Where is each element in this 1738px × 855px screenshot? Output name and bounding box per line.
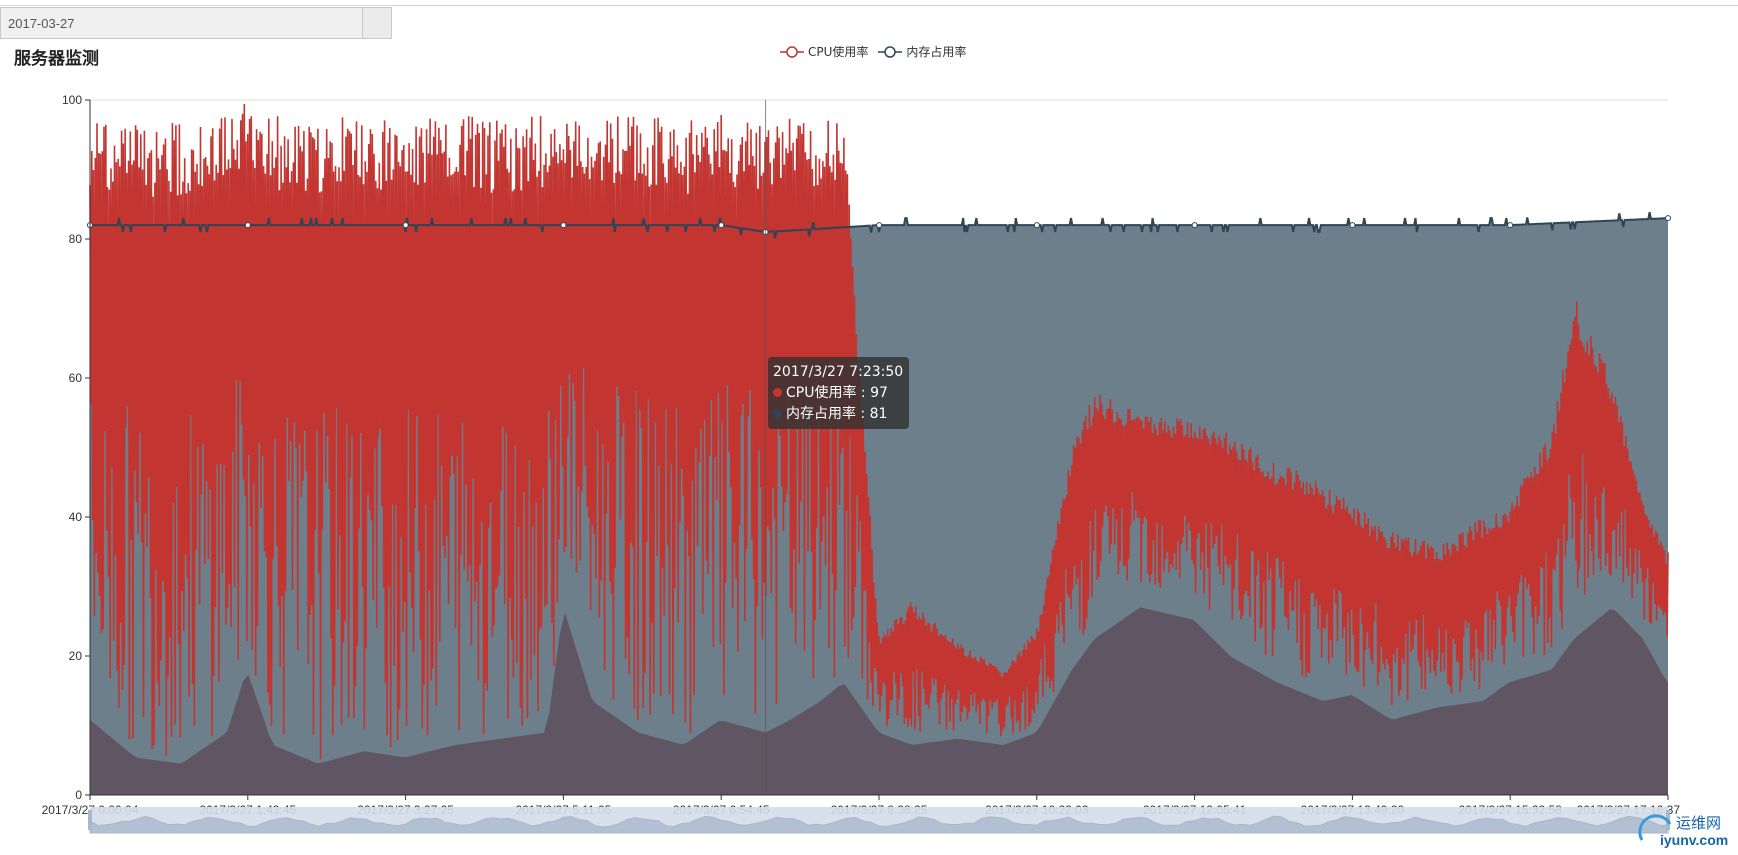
memory-point-10: [1507, 222, 1514, 229]
date-picker[interactable]: 2017-03-27: [0, 7, 392, 39]
tooltip-cpu-value: CPU使用率 : 97: [786, 385, 888, 401]
memory-point-4: [718, 222, 725, 229]
watermark-swirl-icon: [1638, 814, 1672, 841]
cpu-series-line: [89, 103, 1669, 760]
memory-point-6: [876, 222, 883, 229]
legend-item-cpu[interactable]: CPU使用率: [780, 43, 868, 60]
tooltip-cpu-dot-icon: [773, 388, 782, 397]
top-divider: [0, 5, 1738, 6]
date-picker-button[interactable]: [362, 8, 391, 38]
cpu-low-shading: [90, 607, 1668, 795]
legend-memory-label: 内存占用率: [906, 45, 967, 59]
y-tick-label-2: 40: [69, 510, 83, 524]
y-tick-label-5: 100: [62, 93, 82, 107]
tooltip-mem-dot-icon: [773, 409, 782, 418]
memory-point-11: [1665, 215, 1671, 222]
y-tick-label-3: 60: [69, 371, 83, 385]
y-tick-label-4: 80: [69, 232, 83, 246]
date-picker-value[interactable]: 2017-03-27: [8, 15, 75, 31]
legend-memory-marker-icon: [878, 45, 903, 58]
chart-legend: CPU使用率 内存占用率: [780, 43, 976, 60]
memory-series-line: [90, 211, 1669, 239]
y-tick-label-0: 0: [75, 788, 82, 802]
memory-point-2: [402, 222, 409, 229]
memory-point-8: [1191, 222, 1198, 229]
watermark-text-cn: 运维网: [1676, 814, 1722, 832]
chart-title: 服务器监测: [14, 49, 99, 69]
y-tick-label-1: 20: [69, 649, 83, 663]
legend-cpu-label: CPU使用率: [808, 45, 869, 59]
tooltip-mem-value: 内存占用率 : 81: [786, 406, 888, 422]
tooltip-cpu-row: CPU使用率 : 97: [773, 383, 903, 404]
memory-point-3: [560, 222, 567, 229]
memory-point-7: [1033, 222, 1040, 229]
data-zoom-preview: [89, 815, 1669, 834]
tooltip-mem-row: 内存占用率 : 81: [773, 404, 903, 425]
watermark-text-en: iyunv.com: [1660, 832, 1729, 848]
watermark-logo: 运维网 iyunv.com: [1636, 806, 1736, 852]
chart-tooltip: 2017/3/27 7:23:50 CPU使用率 : 97 内存占用率 : 81: [768, 357, 910, 429]
legend-item-memory[interactable]: 内存占用率: [878, 43, 966, 60]
tooltip-time: 2017/3/27 7:23:50: [773, 364, 904, 380]
legend-cpu-marker-icon: [780, 45, 804, 58]
data-zoom-handle-left: [88, 810, 92, 830]
memory-point-1: [244, 222, 251, 229]
memory-point-9: [1349, 222, 1356, 229]
